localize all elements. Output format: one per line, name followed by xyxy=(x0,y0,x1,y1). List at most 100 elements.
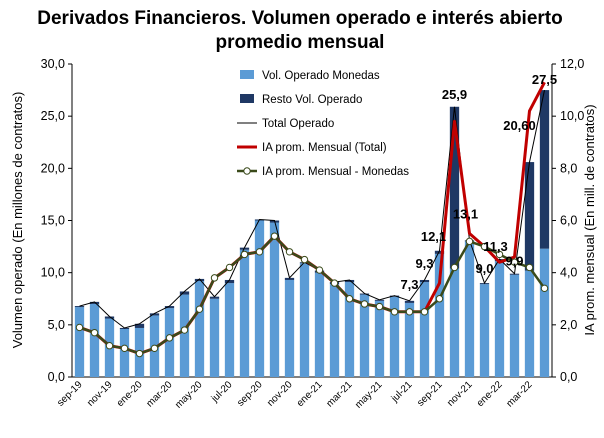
x-tick-label: nov-20 xyxy=(265,379,295,409)
bar-vol-monedas xyxy=(374,300,385,377)
marker-ia-monedas xyxy=(480,242,489,251)
marker-ia-monedas xyxy=(180,326,189,334)
chart-title-line-1: Derivados Financieros. Volumen operado e… xyxy=(37,8,562,29)
bar-resto-vol xyxy=(194,278,205,282)
marker-ia-monedas xyxy=(420,308,429,316)
data-label: 20,60 xyxy=(503,118,536,133)
data-label: 9,3 xyxy=(415,256,433,271)
y-tick-right-label: 0,0 xyxy=(560,370,577,384)
bar-resto-vol xyxy=(404,300,415,303)
marker-ia-monedas xyxy=(450,263,459,272)
y-tick-right-label: 8,0 xyxy=(560,161,577,175)
x-tick-label: jul-21 xyxy=(389,379,415,405)
marker-ia-monedas xyxy=(465,237,474,246)
y-tick-right-label: 12,0 xyxy=(560,57,584,71)
marker-ia-monedas xyxy=(510,258,519,266)
bar-vol-monedas xyxy=(224,283,235,377)
bar-vol-monedas xyxy=(284,279,295,377)
x-tick-label: ene-20 xyxy=(115,379,145,409)
bar-vol-monedas xyxy=(329,284,340,377)
bar-resto-vol xyxy=(149,313,160,316)
legend-swatch xyxy=(240,94,254,103)
bar-vol-monedas xyxy=(449,268,460,377)
bar-resto-vol xyxy=(539,90,550,249)
data-label: 11,3 xyxy=(483,239,508,254)
marker-ia-monedas xyxy=(270,232,279,240)
data-label: 9,0 xyxy=(475,261,493,276)
bar-vol-monedas xyxy=(119,329,130,377)
bar-vol-monedas xyxy=(494,261,505,377)
y-tick-right-label: 6,0 xyxy=(560,214,577,228)
marker-ia-monedas xyxy=(120,344,129,353)
legend-label: Resto Vol. Operado xyxy=(262,94,362,106)
marker-ia-monedas xyxy=(210,274,219,282)
bar-vol-monedas xyxy=(509,274,520,377)
x-tick-label: nov-19 xyxy=(85,379,115,409)
marker-ia-monedas xyxy=(135,349,144,358)
bar-resto-vol xyxy=(434,250,445,254)
y-tick-left-label: 15,0 xyxy=(41,214,65,228)
y-axis-right-label: IA prom. mensual (En mill. de contratos) xyxy=(582,104,597,335)
x-tick-label: mar-22 xyxy=(504,379,534,409)
bar-vol-monedas xyxy=(269,222,280,377)
marker-ia-monedas xyxy=(345,295,354,303)
bar-vol-monedas xyxy=(464,241,475,377)
bar-vol-monedas xyxy=(404,302,415,377)
marker-ia-monedas xyxy=(285,248,294,256)
marker-ia-monedas xyxy=(405,308,414,316)
data-label: 7,3 xyxy=(400,277,418,292)
bar-resto-vol xyxy=(524,162,535,271)
bar-vol-monedas xyxy=(89,303,100,377)
marker-ia-monedas xyxy=(315,266,324,274)
bar-vol-monedas xyxy=(179,294,190,377)
y-tick-left-label: 10,0 xyxy=(41,266,65,280)
bar-resto-vol xyxy=(449,106,460,269)
marker-ia-monedas xyxy=(90,328,99,337)
chart-title-line-2: promedio mensual xyxy=(216,32,385,53)
marker-ia-monedas xyxy=(255,248,264,256)
marker-ia-monedas xyxy=(300,255,309,264)
y-tick-left-label: 5,0 xyxy=(48,318,65,332)
y-tick-right-label: 2,0 xyxy=(560,318,577,332)
bar-vol-monedas xyxy=(539,248,550,377)
bar-resto-vol xyxy=(104,316,115,319)
bar-resto-vol xyxy=(209,296,220,299)
x-tick-label: mar-20 xyxy=(144,379,174,409)
y-tick-left-label: 25,0 xyxy=(41,109,65,123)
marker-ia-monedas xyxy=(540,284,549,293)
y-tick-left-label: 30,0 xyxy=(41,57,65,71)
bar-resto-vol xyxy=(284,277,295,280)
bar-resto-vol xyxy=(419,279,430,283)
data-label: 12,1 xyxy=(421,229,446,244)
bar-vol-monedas xyxy=(239,249,250,377)
bar-resto-vol xyxy=(134,323,145,328)
bar-vol-monedas xyxy=(359,294,370,377)
marker-ia-monedas xyxy=(390,308,399,316)
bar-vol-monedas xyxy=(524,270,535,377)
x-tick-label: may-21 xyxy=(353,379,385,411)
x-tick-label: nov-21 xyxy=(445,379,475,409)
bar-resto-vol xyxy=(359,293,370,295)
y-tick-left-label: 0,0 xyxy=(48,370,65,384)
bar-vol-monedas xyxy=(389,296,400,377)
bar-vol-monedas xyxy=(254,220,265,377)
data-label: 25,9 xyxy=(442,87,467,102)
bar-vol-monedas xyxy=(194,281,205,377)
data-label: 9,9 xyxy=(505,254,523,269)
legend-label: Total Operado xyxy=(262,118,334,130)
bar-resto-vol xyxy=(224,279,235,284)
data-label: 13,1 xyxy=(453,206,478,221)
legend-marker xyxy=(243,167,251,175)
bar-vol-monedas xyxy=(314,272,325,377)
bar-vol-monedas xyxy=(299,263,310,377)
bar-vol-monedas xyxy=(479,284,490,377)
y-tick-right-label: 10,0 xyxy=(560,109,584,123)
marker-ia-monedas xyxy=(495,250,504,259)
bar-vol-monedas xyxy=(419,282,430,377)
marker-ia-monedas xyxy=(360,300,369,308)
bar-resto-vol xyxy=(74,306,85,308)
legend-swatch xyxy=(240,70,254,79)
marker-ia-monedas xyxy=(330,279,339,287)
x-tick-label: may-20 xyxy=(173,379,205,411)
y-axis-left-label: Volumen operado (En millones de contrato… xyxy=(10,92,25,349)
